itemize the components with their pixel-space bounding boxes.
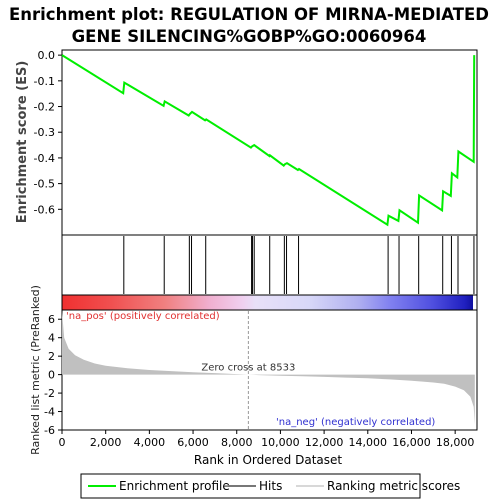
x-tick-label: 4,000 xyxy=(134,436,166,449)
legend-metric-label: Ranking metric scores xyxy=(327,479,460,493)
positive-correlation-label: 'na_pos' (positively correlated) xyxy=(66,311,220,322)
x-tick-label: 2,000 xyxy=(90,436,122,449)
x-tick-label: 0 xyxy=(59,436,66,449)
metric-tick-label: 6 xyxy=(48,313,55,326)
metric-tick-label: 2 xyxy=(48,350,55,363)
metric-tick-label: -2 xyxy=(44,387,55,400)
x-tick-label: 18,000 xyxy=(436,436,475,449)
metric-tick-label: -6 xyxy=(44,424,55,437)
metric-axis-label: Ranked list metric (PreRanked) xyxy=(29,285,42,455)
x-tick-label: 12,000 xyxy=(305,436,344,449)
legend-hits-label: Hits xyxy=(259,479,282,493)
hits-marks xyxy=(123,236,475,294)
metric-tick-label: -4 xyxy=(44,406,55,419)
metric-tick-label: 4 xyxy=(48,332,55,345)
es-axis-ticks: 0.0 -0.1 -0.2 -0.3 -0.4 -0.5 -0.6 xyxy=(34,49,62,216)
metric-tick-label: 0 xyxy=(48,369,55,382)
rank-color-bar xyxy=(62,295,473,310)
enrichment-profile-line xyxy=(61,54,476,227)
chart-title-line1: Enrichment plot: REGULATION OF MIRNA-MED… xyxy=(9,5,489,24)
es-tick-label: 0.0 xyxy=(38,49,56,62)
x-tick-label: 14,000 xyxy=(349,436,388,449)
es-tick-label: -0.5 xyxy=(34,178,55,191)
negative-correlation-label: 'na_neg' (negatively correlated) xyxy=(276,417,435,428)
es-axis-label: Enrichment score (ES) xyxy=(15,61,30,224)
x-tick-label: 16,000 xyxy=(392,436,431,449)
legend: Enrichment profile Hits Ranking metric s… xyxy=(80,473,460,499)
legend-profile-label: Enrichment profile xyxy=(119,479,230,493)
x-axis-label: Rank in Ordered Dataset xyxy=(194,453,342,467)
metric-axis-ticks: 6 4 2 0 -2 -4 -6 xyxy=(44,313,62,437)
zero-cross-label: Zero cross at 8533 xyxy=(201,363,295,374)
es-tick-label: -0.3 xyxy=(34,126,55,139)
es-tick-label: -0.4 xyxy=(34,152,55,165)
es-tick-label: -0.1 xyxy=(34,75,55,88)
x-tick-label: 10,000 xyxy=(261,436,300,449)
x-axis-ticks: 0 2,000 4,000 6,000 8,000 10,000 12,000 14,000 1… xyxy=(59,430,475,449)
x-tick-label: 6,000 xyxy=(177,436,209,449)
x-tick-label: 8,000 xyxy=(221,436,253,449)
es-panel-frame xyxy=(61,49,478,236)
chart-title-line2: GENE SILENCING%GOBP%GO:0060964 xyxy=(72,27,427,46)
es-tick-label: -0.6 xyxy=(34,203,55,216)
es-tick-label: -0.2 xyxy=(34,101,55,114)
